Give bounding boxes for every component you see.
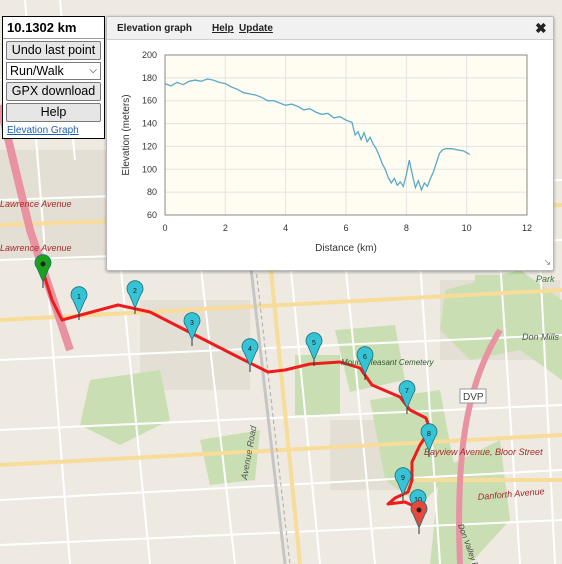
route-line <box>42 274 432 510</box>
help-button[interactable]: Help <box>6 103 101 122</box>
x-axis-label: Distance (km) <box>315 243 377 254</box>
km-marker-3[interactable]: 3 <box>183 312 201 346</box>
x-tick-label: 2 <box>223 223 228 233</box>
map-pin-icon <box>241 338 259 368</box>
y-tick-label: 160 <box>142 96 157 106</box>
marker-number-label: 8 <box>427 431 431 438</box>
panel-update-link[interactable]: Update <box>239 23 273 34</box>
dvp-shield: DVP <box>459 388 487 404</box>
map-pin-icon <box>70 286 88 316</box>
y-tick-label: 200 <box>142 50 157 60</box>
km-marker-7[interactable]: 7 <box>398 380 416 414</box>
y-axis-label: Elevation (meters) <box>121 94 132 175</box>
x-tick-label: 10 <box>462 223 472 233</box>
street-label-cemetery: Mount Pleasant Cemetery <box>341 358 434 367</box>
svg-text:DVP: DVP <box>463 392 484 403</box>
elevation-graph-panel: Elevation graph Help Update ✖ 60 80 100 120… <box>106 16 554 271</box>
x-tick-label: 4 <box>283 223 288 233</box>
km-marker-9[interactable]: 9 <box>394 467 412 501</box>
street-label-lawrence-1: Lawrence Avenue <box>0 199 72 209</box>
y-tick-label: 60 <box>147 210 157 220</box>
pin-dot <box>416 507 422 513</box>
undo-last-point-button[interactable]: Undo last point <box>6 41 101 60</box>
map-pin-icon <box>420 423 438 453</box>
marker-number-label: 3 <box>190 320 194 327</box>
x-tick-label: 6 <box>343 223 348 233</box>
marker-number-label: 7 <box>405 388 409 395</box>
km-marker-4[interactable]: 4 <box>241 338 259 372</box>
panel-help-link[interactable]: Help <box>212 23 234 34</box>
map-pin-icon <box>394 467 412 497</box>
end-marker[interactable] <box>410 500 428 534</box>
elevation-graph-link[interactable]: Elevation Graph <box>7 125 79 136</box>
y-tick-label: 140 <box>142 119 157 129</box>
resize-handle-icon[interactable]: ↘ <box>543 257 551 267</box>
x-tick-label: 0 <box>162 223 167 233</box>
km-marker-2[interactable]: 2 <box>126 280 144 314</box>
street-label-bayview-bloor: Bayview Avenue, Bloor Street <box>424 447 543 457</box>
marker-number-label: 4 <box>248 346 252 353</box>
y-tick-label: 80 <box>147 187 157 197</box>
street-label-don-mills: Don Mills <box>522 332 560 342</box>
marker-number-label: 1 <box>77 294 81 301</box>
marker-number-label: 2 <box>133 288 137 295</box>
elevation-series-line <box>164 78 471 192</box>
marker-number-label: 5 <box>312 340 316 347</box>
distance-readout: 10.1302 km <box>3 17 104 39</box>
map-pin-icon <box>305 332 323 362</box>
map-pin-icon <box>183 312 201 342</box>
plot-frame <box>164 54 528 216</box>
marker-number-label: 9 <box>401 475 405 482</box>
start-marker[interactable] <box>34 254 52 288</box>
map-pin-icon <box>34 254 52 284</box>
street-label-lawrence-2: Lawrence Avenue <box>0 243 72 253</box>
map-pin-icon <box>410 500 428 530</box>
y-tick-label: 120 <box>142 141 157 151</box>
y-tick-label: 180 <box>142 73 157 83</box>
close-icon[interactable]: ✖ <box>535 20 547 36</box>
marker-number-label: 6 <box>363 354 367 361</box>
map-pin-icon <box>126 280 144 310</box>
km-marker-5[interactable]: 5 <box>305 332 323 366</box>
activity-mode-select[interactable]: Run/Walk ⌵ <box>6 62 101 80</box>
gpx-download-button[interactable]: GPX download <box>6 82 101 101</box>
x-tick-label: 8 <box>404 223 409 233</box>
pin-dot <box>40 261 46 267</box>
street-label-park: Park <box>536 274 555 284</box>
chevron-down-icon: ⌵ <box>89 65 97 76</box>
y-tick-label: 100 <box>142 164 157 174</box>
panel-title: Elevation graph <box>117 23 193 34</box>
elevation-chart: 60 80 100 120 140 160 180 200 0 2 4 6 8 10 12 Distance … <box>121 50 532 254</box>
map-pin-icon <box>398 380 416 410</box>
km-marker-8[interactable]: 8 <box>420 423 438 457</box>
km-marker-1[interactable]: 1 <box>70 286 88 320</box>
map-pin-icon <box>356 346 374 376</box>
km-marker-6[interactable]: 6 <box>356 346 374 380</box>
panel-header: Elevation graph Help Update ✖ <box>107 17 553 40</box>
x-tick-label: 12 <box>522 223 532 233</box>
activity-mode-value: Run/Walk <box>10 64 64 78</box>
route-controls: 10.1302 km Undo last point Run/Walk ⌵ GP… <box>2 16 105 139</box>
